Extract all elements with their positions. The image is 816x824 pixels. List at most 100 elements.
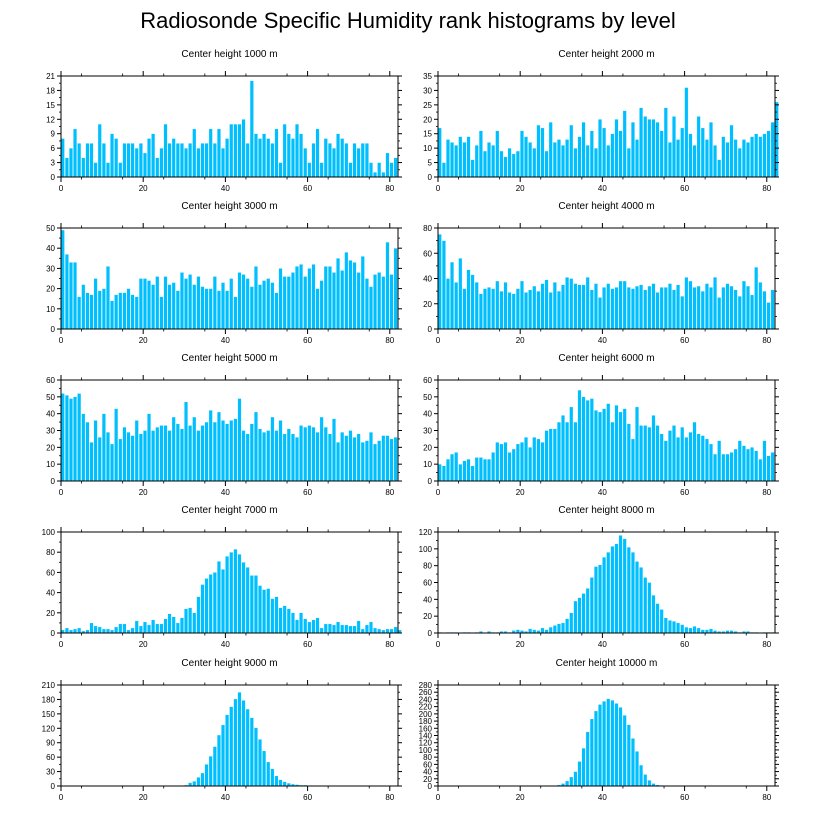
bar — [323, 138, 328, 178]
bar — [680, 127, 685, 178]
bar — [233, 698, 238, 787]
bar — [684, 87, 689, 178]
panel-8: Center height 8000 m 0 20 40 60 80 100 120 0 20 40… — [419, 505, 779, 649]
bar — [709, 287, 713, 330]
bar — [237, 272, 242, 330]
bar — [692, 287, 697, 330]
bar — [377, 440, 382, 482]
bar — [114, 138, 119, 178]
bar — [180, 428, 184, 482]
bar — [651, 283, 656, 330]
panel-10: Center height 10000 m0204060801001201401… — [419, 658, 779, 802]
bar — [631, 738, 635, 787]
x-tick-label: 0 — [436, 336, 441, 345]
bar — [631, 288, 635, 330]
bar — [327, 266, 332, 330]
bar — [614, 703, 619, 787]
bar — [602, 408, 607, 482]
bar — [688, 432, 693, 482]
bar — [651, 119, 656, 178]
bar — [364, 624, 369, 634]
y-tick-label: 30 — [423, 86, 432, 95]
y-tick-label: 180 — [419, 717, 433, 726]
x-tick-label: 40 — [221, 793, 230, 802]
bar — [729, 285, 734, 330]
bar — [89, 442, 94, 482]
bar — [270, 598, 275, 634]
bar — [360, 628, 365, 634]
bar — [647, 119, 652, 178]
y-tick-label: 60 — [423, 760, 432, 769]
bar — [204, 421, 209, 482]
x-tick-label: 80 — [762, 184, 771, 193]
bar — [614, 405, 619, 482]
bar — [118, 438, 123, 482]
bar — [458, 464, 463, 482]
bar — [754, 133, 759, 178]
bar — [344, 252, 349, 330]
bar — [295, 437, 299, 482]
bar — [200, 425, 205, 482]
y-tick-label: 120 — [419, 528, 433, 537]
bar — [528, 289, 533, 330]
bar — [635, 285, 639, 330]
bar — [548, 122, 553, 178]
bar — [356, 620, 361, 634]
bar — [175, 622, 180, 634]
bar — [393, 437, 398, 482]
bar — [639, 567, 644, 634]
bar — [237, 398, 242, 482]
bar — [184, 401, 188, 482]
bar — [175, 423, 180, 482]
bar — [262, 432, 267, 482]
bar — [713, 277, 718, 330]
bar — [241, 274, 246, 330]
bar — [336, 442, 341, 482]
bar — [101, 143, 106, 178]
y-tick-label: 240 — [419, 695, 433, 704]
bar — [311, 143, 316, 178]
bar — [737, 147, 742, 178]
bar — [336, 133, 341, 178]
bar — [175, 290, 180, 330]
bar — [344, 624, 349, 634]
bar — [85, 421, 90, 482]
bar — [270, 416, 275, 482]
bar — [348, 430, 353, 482]
bar — [167, 143, 172, 178]
bar — [155, 623, 160, 634]
bar — [323, 623, 328, 634]
bar — [540, 627, 545, 634]
bar — [594, 410, 598, 482]
bar — [138, 625, 143, 634]
bar — [758, 136, 763, 178]
bar — [101, 628, 106, 634]
bar — [122, 623, 127, 634]
bar — [618, 130, 623, 178]
bar — [196, 147, 201, 178]
bar — [245, 708, 250, 787]
bar — [126, 288, 131, 330]
bar — [171, 282, 176, 330]
bar — [474, 457, 479, 482]
bar — [770, 122, 775, 178]
x-tick-label: 80 — [762, 488, 771, 497]
bar — [598, 564, 602, 634]
bar — [278, 607, 283, 634]
bar — [692, 145, 697, 178]
x-tick-label: 20 — [516, 336, 525, 345]
bar — [598, 297, 602, 330]
y-tick-label: 30 — [46, 427, 55, 436]
bar — [188, 274, 193, 330]
bar — [536, 290, 541, 330]
bar — [171, 138, 176, 178]
bar — [122, 426, 127, 482]
bar — [196, 276, 201, 330]
bar — [515, 443, 520, 482]
bar — [303, 276, 308, 330]
bar — [319, 416, 324, 482]
y-tick-label: 140 — [419, 732, 433, 741]
bar — [692, 421, 697, 482]
bar — [315, 617, 320, 634]
y-tick-label: 10 — [423, 460, 432, 469]
